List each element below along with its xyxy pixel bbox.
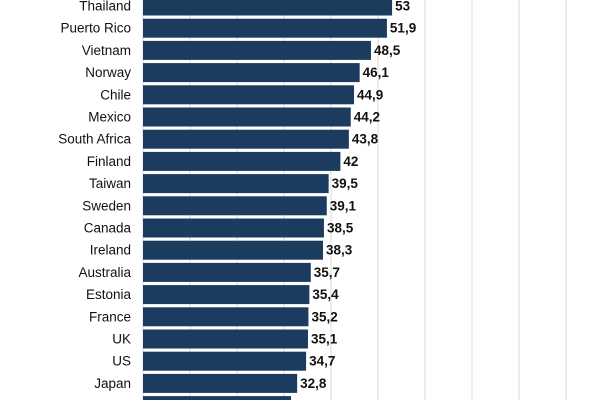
bar: [143, 396, 292, 400]
value-labels: 53 51,9 48,5 46,1 44,9 44,2 43,8 42 39,5 39,1 38,5…: [300, 0, 416, 391]
bar: [143, 107, 351, 127]
category-label: Australia: [78, 265, 131, 280]
category-label: UK: [112, 332, 131, 347]
bar: [143, 240, 324, 260]
bar: [143, 351, 307, 371]
value-label: 34,7: [309, 354, 335, 369]
bar: [143, 0, 393, 16]
category-label: Vietnam: [82, 43, 131, 58]
value-label: 48,5: [374, 43, 401, 58]
category-labels: Thailand Puerto Rico Vietnam Norway Chile Mex…: [58, 0, 131, 391]
category-label: Mexico: [88, 110, 131, 125]
value-label: 35,1: [311, 332, 338, 347]
value-label: 44,9: [357, 87, 383, 102]
bar: [143, 40, 371, 60]
category-label: Puerto Rico: [60, 21, 131, 36]
value-label: 32,8: [300, 376, 327, 391]
category-label: Ireland: [90, 243, 131, 258]
value-label: 39,1: [330, 198, 357, 213]
category-label: Norway: [85, 65, 131, 80]
value-label: 35,7: [314, 265, 340, 280]
value-label: 35,2: [311, 309, 337, 324]
bar: [143, 307, 309, 327]
bar: [143, 151, 341, 171]
value-label: 42: [343, 154, 358, 169]
bar: [143, 196, 327, 216]
value-label: 44,2: [354, 110, 380, 125]
category-label: Chile: [100, 87, 131, 102]
value-label: 35,4: [312, 287, 339, 302]
bar: [143, 285, 310, 305]
bar: [143, 174, 329, 194]
bar: [143, 85, 355, 105]
bars: [143, 0, 393, 400]
value-label: 53: [395, 0, 411, 14]
value-label: 38,3: [326, 243, 353, 258]
category-label: Thailand: [79, 0, 131, 14]
value-label: 39,5: [332, 176, 359, 191]
category-label: US: [112, 354, 131, 369]
category-label: South Africa: [58, 132, 131, 147]
category-label: Taiwan: [89, 176, 131, 191]
bar: [143, 18, 387, 38]
category-label: Japan: [94, 376, 131, 391]
category-label: Canada: [84, 221, 132, 236]
category-label: France: [89, 309, 131, 324]
bar: [143, 373, 298, 393]
value-label: 51,9: [390, 21, 416, 36]
value-label: 46,1: [363, 65, 390, 80]
bar: [143, 218, 324, 238]
category-label: Sweden: [82, 198, 131, 213]
bar: [143, 329, 308, 349]
bar: [143, 129, 349, 149]
category-label: Finland: [87, 154, 131, 169]
value-label: 43,8: [352, 132, 379, 147]
bar: [143, 63, 360, 83]
bar: [143, 262, 311, 282]
value-label: 38,5: [327, 221, 354, 236]
category-label: Estonia: [86, 287, 132, 302]
